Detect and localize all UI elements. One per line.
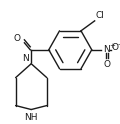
Text: N: N: [103, 45, 110, 54]
Text: N: N: [23, 54, 29, 63]
Text: O: O: [13, 34, 20, 43]
Text: NH: NH: [24, 112, 38, 122]
Text: O: O: [104, 60, 111, 69]
Text: O: O: [111, 43, 118, 52]
Text: +: +: [109, 43, 115, 49]
Text: Cl: Cl: [96, 11, 105, 20]
Text: -: -: [118, 41, 120, 47]
